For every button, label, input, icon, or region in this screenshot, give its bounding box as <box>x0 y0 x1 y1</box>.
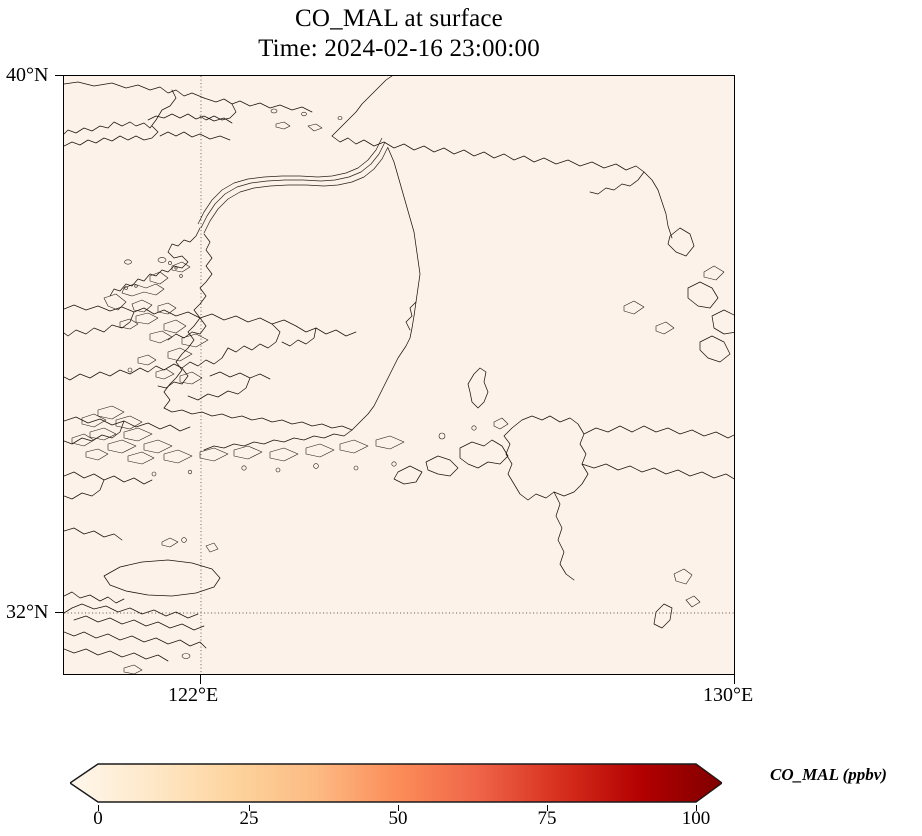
xtick-label-122E: 122°E <box>168 684 219 706</box>
cbtick-mark-100 <box>695 805 697 811</box>
page-title: CO_MAL at surface <box>295 5 503 32</box>
map-plot-area[interactable] <box>63 75 735 675</box>
colorbar-axis-label: CO_MAL (ppbv) <box>770 765 887 784</box>
ytick-label-40N: 40°N <box>6 64 49 86</box>
figure-title-block: CO_MAL at surface Time: 2024-02-16 23:00… <box>0 4 798 63</box>
jeju-island <box>103 537 221 597</box>
coastline-south-korea <box>109 147 421 451</box>
coastline-japan <box>393 227 734 629</box>
colorbar-gradient-bar[interactable] <box>70 763 722 803</box>
cbtick-label-100: 100 <box>681 808 711 829</box>
cbtick-mark-75 <box>546 805 548 811</box>
coastline-china <box>64 81 357 674</box>
cbtick-mark-0 <box>97 805 99 811</box>
ytick-mark-40N <box>55 74 64 76</box>
ytick-label-32N: 32°N <box>6 601 49 623</box>
cbtick-label-0: 0 <box>93 808 103 829</box>
korean-west-islands <box>71 257 405 477</box>
colorbar[interactable] <box>70 762 722 804</box>
xtick-mark-122E <box>199 675 201 684</box>
figure-subtitle-time: Time: 2024-02-16 23:00:00 <box>258 34 540 62</box>
cbtick-mark-50 <box>397 805 399 811</box>
cbtick-label-25: 25 <box>239 808 259 829</box>
cbtick-mark-25 <box>248 805 250 811</box>
cbtick-label-50: 50 <box>388 808 408 829</box>
ytick-mark-32N <box>55 611 64 613</box>
data-field-raster <box>64 76 734 674</box>
coastline-north-korea <box>331 76 673 239</box>
gridlines <box>64 76 734 674</box>
cbtick-label-75: 75 <box>537 808 557 829</box>
colorbar-canvas <box>70 763 722 803</box>
xtick-label-130E: 130°E <box>703 684 754 706</box>
map-canvas <box>64 76 734 674</box>
dmz-border-lines <box>197 137 389 234</box>
xtick-mark-130E <box>734 675 736 684</box>
